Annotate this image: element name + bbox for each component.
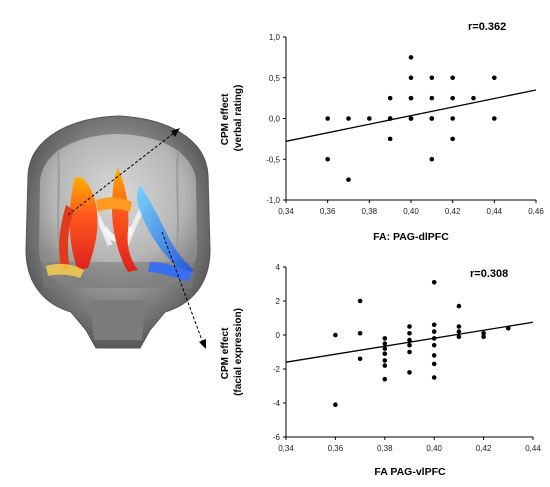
x-tick-label: 0,44 (487, 207, 503, 216)
data-point (429, 95, 435, 101)
data-point (492, 75, 497, 81)
data-point (382, 346, 388, 351)
data-point (450, 75, 455, 81)
data-point (387, 116, 393, 121)
data-point (333, 402, 338, 408)
regression-line (285, 89, 537, 142)
data-point (450, 116, 455, 121)
data-point (325, 116, 330, 121)
x-tick-label: 0,42 (445, 207, 461, 216)
data-point (431, 322, 437, 328)
data-point (429, 116, 435, 121)
data-point (325, 156, 330, 162)
data-point (357, 356, 363, 362)
data-point (346, 116, 351, 121)
x-tick-label: 0,38 (377, 444, 393, 453)
data-point (408, 55, 414, 60)
x-tick-label: 0,40 (426, 444, 442, 453)
data-point (407, 370, 412, 375)
y-tick-label: -1,0 (266, 196, 280, 205)
data-point (408, 95, 414, 101)
chart-facial-expression: 0,34 0,36 0,38 0,40 0,42 0,44 4 2 0 -2 -4 -6 r=0.3… (220, 263, 541, 478)
y-axis-label: CPM effect (verbal rating) (220, 85, 244, 152)
data-point (407, 324, 412, 329)
y-axis-label-line-2: (facial expression) (233, 308, 244, 396)
x-tick-label: 0,36 (320, 207, 336, 216)
data-point (431, 336, 437, 341)
y-tick-label: 0,0 (269, 115, 281, 124)
data-point (382, 351, 388, 357)
data-point (387, 136, 393, 142)
pointer-arrows (67, 128, 206, 349)
data-point (456, 324, 462, 329)
y-tick-label: 2 (276, 297, 281, 306)
data-point (333, 332, 338, 338)
x-tick-label: 0,42 (476, 444, 492, 453)
data-point (431, 375, 437, 380)
data-point (450, 95, 455, 101)
data-point (429, 75, 435, 81)
y-axis-label: CPM effect (facial expression) (220, 308, 244, 396)
y-tick-label: -4 (273, 399, 281, 408)
y-axis-label-line-1: CPM effect (220, 327, 231, 379)
data-point (382, 341, 388, 346)
y-tick-label: 0 (276, 331, 281, 340)
x-tick-label: 0,36 (328, 444, 344, 453)
chart-verbal-rating: 0,34 0,36 0,38 0,40 0,42 0,44 0,46 1,0 0,5 0,0 -0… (220, 21, 544, 243)
data-point (407, 349, 412, 355)
data-point (357, 298, 363, 304)
x-tick-label: 0,44 (525, 444, 541, 453)
y-tick-label: -2 (273, 365, 281, 374)
data-point (346, 177, 351, 182)
data-point (357, 331, 363, 336)
data-point (367, 116, 372, 121)
data-point (456, 334, 462, 340)
data-point (456, 303, 462, 309)
data-point (429, 156, 435, 162)
data-point (431, 280, 437, 285)
y-tick-label: -6 (273, 433, 281, 442)
data-point (407, 342, 412, 348)
data-point (456, 329, 462, 334)
correlation-label: r=0.308 (470, 268, 508, 280)
data-point (431, 361, 437, 367)
brain-image (25, 115, 211, 349)
data-point (506, 325, 511, 331)
correlation-label: r=0.362 (468, 21, 506, 33)
y-axis-label-line-2: (verbal rating) (233, 85, 244, 152)
data-point (431, 329, 437, 334)
x-tick-label: 0,38 (362, 207, 378, 216)
y-tick-label: 1,0 (269, 33, 281, 42)
data-point (408, 116, 414, 121)
data-point (382, 363, 388, 368)
x-tick-label: 0,40 (403, 207, 419, 216)
x-axis-label: FA PAG-vlPFC (374, 466, 446, 478)
y-tick-label: -0,5 (266, 155, 280, 164)
data-point (407, 337, 412, 343)
x-tick-label: 0,34 (278, 207, 294, 216)
data-point (450, 136, 455, 142)
data-point (431, 353, 437, 358)
y-axis-label-line-1: CPM effect (220, 93, 231, 145)
y-tick-label: 0,5 (269, 74, 281, 83)
data-point (492, 116, 497, 121)
data-point (407, 331, 412, 336)
data-point (387, 95, 393, 101)
data-point (382, 358, 388, 363)
x-tick-label: 0,34 (278, 444, 294, 453)
data-point (481, 334, 486, 340)
y-tick-label: 4 (276, 263, 281, 272)
data-point (408, 75, 414, 81)
data-point (471, 95, 476, 101)
x-tick-label: 0,46 (528, 207, 544, 216)
data-point (481, 331, 486, 336)
x-axis-label: FA: PAG-dlPFC (373, 231, 449, 243)
data-point (382, 376, 388, 382)
data-point (382, 336, 388, 341)
data-point (431, 342, 437, 348)
